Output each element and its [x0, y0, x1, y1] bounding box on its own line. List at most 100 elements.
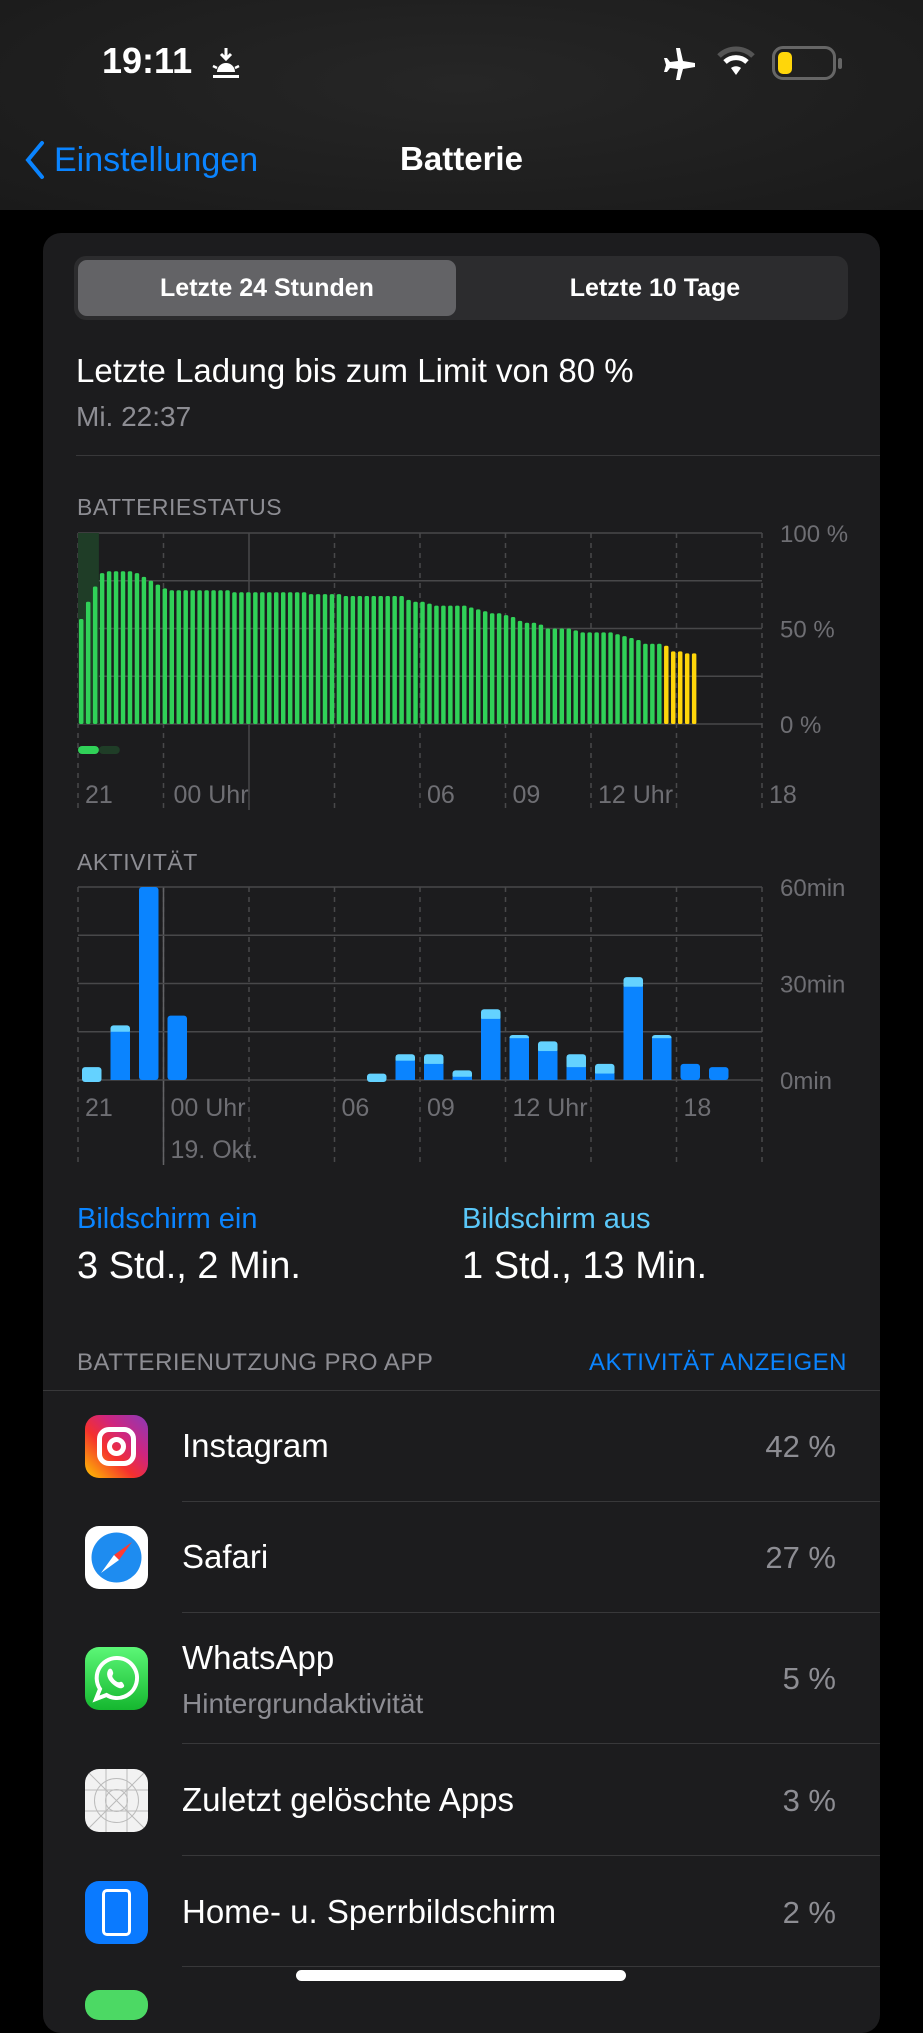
battery-bar [448, 605, 453, 724]
x-tick-label: 06 [342, 1094, 370, 1122]
battery-bar [413, 601, 418, 724]
top-bar [0, 0, 923, 210]
charging-indicator-track [98, 746, 120, 754]
divider [76, 455, 880, 456]
battery-bar [176, 590, 181, 724]
battery-bar [232, 592, 237, 724]
battery-bar [197, 590, 202, 724]
app-percent: 3 % [782, 1783, 836, 1818]
screen-on-bar [623, 986, 643, 1080]
battery-bar [691, 653, 697, 724]
battery-bar [441, 605, 446, 724]
screen-on-bar [395, 1060, 415, 1080]
home-indicator[interactable] [296, 1970, 626, 1981]
app-row-instagram[interactable]: Instagram 42 % [43, 1391, 880, 1502]
x-tick-label: 09 [513, 781, 541, 809]
divider [43, 1390, 880, 1391]
battery-bar [650, 643, 655, 724]
app-name: WhatsApp [182, 1639, 335, 1676]
sunset-alarm-icon [212, 48, 240, 78]
battery-bar [475, 609, 481, 724]
x-tick-label: 12 Uhr [513, 1094, 588, 1122]
battery-bar [538, 624, 544, 724]
home-lock-screen-icon [85, 1881, 148, 1944]
app-row-home-lock-screen[interactable]: Home- u. Sperrbildschirm 2 % [43, 1856, 880, 1967]
x-tick-label: 21 [85, 781, 113, 809]
battery-bar [106, 571, 112, 724]
battery-status-title: BATTERIESTATUS [77, 494, 283, 520]
battery-bar [566, 628, 572, 724]
battery-bar [113, 571, 119, 724]
battery-bar [211, 590, 216, 724]
screen-off-value: 1 Std., 13 Min. [462, 1245, 708, 1287]
battery-bar [127, 571, 133, 724]
battery-bar [559, 628, 565, 724]
battery-bar [350, 596, 356, 724]
battery-bar [218, 590, 223, 724]
app-name: Instagram [182, 1427, 329, 1464]
battery-bar [225, 590, 230, 724]
activity-chart: 60min 30min 0min 21 00 Uhr 06 09 12 Uhr 18 19. Ok… [77, 875, 845, 1165]
screen-on-bar [709, 1067, 729, 1080]
screen-on-bar [538, 1051, 558, 1080]
battery-bar [343, 596, 349, 724]
battery-bar [482, 611, 488, 724]
app-row-deleted-apps[interactable]: Zuletzt gelöschte Apps 3 % [43, 1744, 880, 1856]
screen-on-value: 3 Std., 2 Min. [77, 1245, 301, 1287]
screen-off-bar [82, 1067, 102, 1082]
app-name: Home- u. Sperrbildschirm [182, 1893, 557, 1930]
screen-off-bar [424, 1054, 444, 1066]
battery-bar [280, 592, 286, 724]
battery-bar [510, 617, 516, 724]
battery-bar [204, 590, 209, 724]
screen-on-bar [481, 1018, 501, 1080]
battery-bar [239, 592, 244, 724]
y-tick-label: 100 % [780, 521, 848, 548]
battery-bar [434, 605, 439, 724]
battery-bar [134, 573, 140, 724]
deleted-apps-icon [85, 1769, 148, 1832]
battery-bar [315, 594, 321, 724]
x-tick-label: 18 [684, 1094, 712, 1122]
battery-bar [253, 592, 258, 724]
battery-bar [190, 590, 195, 724]
battery-bar [162, 588, 168, 724]
battery-bar [274, 592, 279, 724]
charging-indicator [78, 746, 99, 754]
date-label: 19. Okt. [171, 1136, 259, 1164]
app-row-safari[interactable]: Safari 27 % [43, 1502, 880, 1613]
x-tick-label: 21 [85, 1094, 113, 1122]
battery-bar [657, 643, 662, 724]
battery-bar [469, 607, 474, 724]
battery-bar [301, 592, 307, 724]
last-charge-time: Mi. 22:37 [76, 401, 192, 432]
x-tick-label: 18 [769, 781, 797, 809]
battery-bar [169, 590, 175, 724]
activity-title: AKTIVITÄT [77, 849, 198, 875]
battery-bar [462, 605, 467, 724]
battery-bar [92, 586, 98, 724]
battery-bar [364, 596, 370, 724]
screen-off-bar [481, 1009, 501, 1021]
screen-on-label: Bildschirm ein [77, 1203, 258, 1235]
battery-bar [552, 628, 558, 724]
battery-bar [684, 653, 690, 724]
battery-bar [322, 594, 328, 724]
tab-last-24-hours[interactable]: Letzte 24 Stunden [78, 260, 456, 316]
battery-bar [357, 596, 363, 724]
screen-off-label: Bildschirm aus [462, 1203, 651, 1235]
battery-bar [79, 618, 84, 724]
battery-bar [629, 638, 634, 724]
battery-icon [772, 46, 842, 80]
show-activity-button[interactable]: AKTIVITÄT ANZEIGEN [589, 1349, 847, 1376]
app-icon-partial [85, 1990, 148, 2020]
back-button[interactable]: Einstellungen [24, 140, 258, 180]
app-row-whatsapp[interactable]: WhatsApp Hintergrundaktivität 5 % [43, 1613, 880, 1744]
app-percent: 42 % [765, 1429, 836, 1464]
screen-on-bar [509, 1038, 529, 1080]
x-tick-label: 09 [427, 1094, 455, 1122]
battery-bar [671, 651, 676, 724]
battery-bar [378, 596, 383, 724]
tab-last-10-days[interactable]: Letzte 10 Tage [569, 273, 741, 302]
battery-bar [677, 651, 683, 724]
